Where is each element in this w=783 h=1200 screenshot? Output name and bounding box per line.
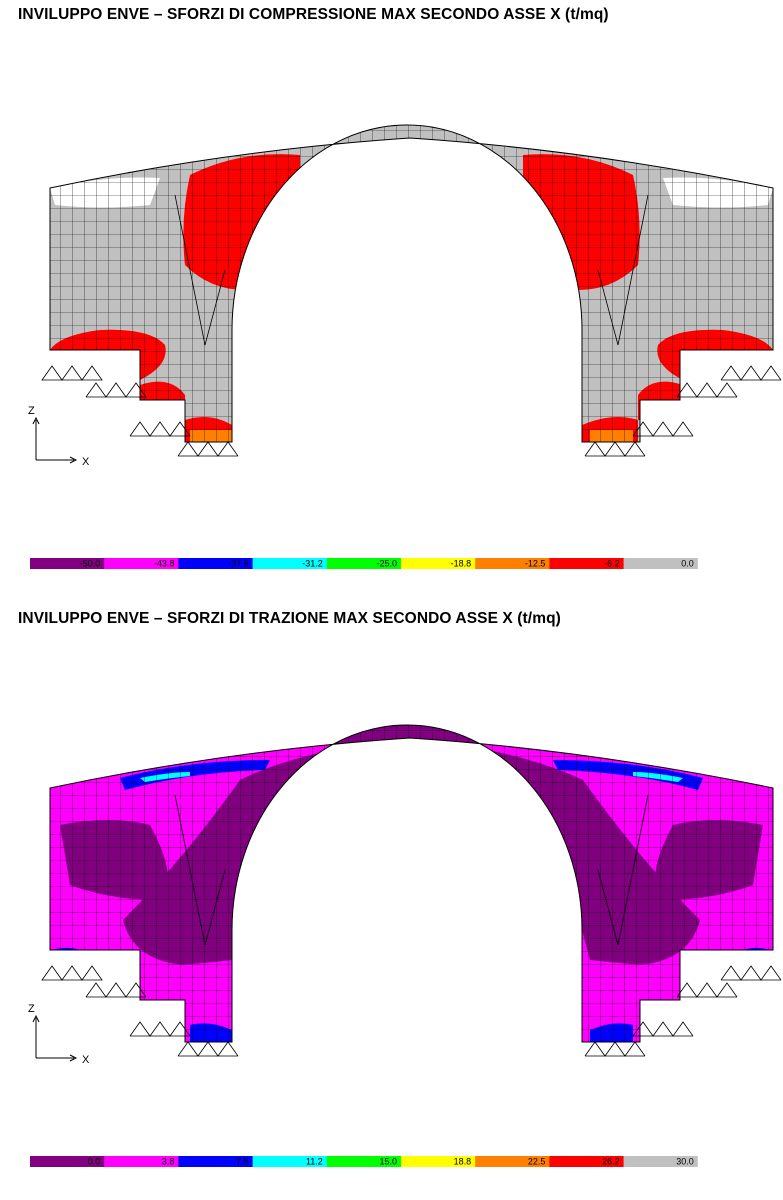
colorbar-tick-label: -12.5 (525, 559, 546, 569)
axis-triad: Z X (28, 1003, 90, 1066)
colorbar-swatch (697, 1156, 773, 1167)
colorbar-swatch (178, 558, 254, 569)
colorbar: 0.0 3.8 7.5 11.2 15.0 18.8 22.5 26.2 30.0 (30, 1156, 773, 1167)
axis-x-label: X (82, 456, 90, 468)
panel-title: INVILUPPO ENVE – SFORZI DI COMPRESSIONE … (18, 6, 609, 23)
colorbar-swatch (30, 1156, 105, 1167)
colorbar: -50.0 -43.8 -37.5 -31.2 -25.0 -18.8 -12.5 -6.2 0… (30, 558, 773, 569)
colorbar-tick-label: 15.0 (379, 1157, 397, 1167)
panel-title: INVILUPPO ENVE – SFORZI DI TRAZIONE MAX … (18, 610, 561, 627)
colorbar-tick-label: 11.2 (306, 1157, 323, 1167)
colorbar-tick-label: 0.0 (681, 559, 694, 569)
colorbar-swatch (104, 1156, 179, 1167)
colorbar-swatch (326, 558, 402, 569)
axis-x-label: X (82, 1054, 90, 1066)
colorbar-tick-label: -37.5 (228, 559, 249, 569)
colorbar-swatch (401, 558, 476, 569)
colorbar-swatch (623, 558, 699, 569)
colorbar-swatch (549, 1156, 625, 1167)
colorbar-swatch (475, 558, 550, 569)
axis-z-label: Z (28, 405, 35, 417)
colorbar-swatch (697, 558, 773, 569)
axis-triad: Z X (28, 405, 90, 468)
support-triangles (41, 365, 782, 457)
colorbar-tick-label: -43.8 (154, 559, 175, 569)
colorbar-tick-label: -6.2 (604, 559, 620, 569)
axis-z-label: Z (28, 1003, 35, 1015)
colorbar-tick-label: 22.5 (528, 1157, 546, 1167)
colorbar-swatch (252, 1156, 328, 1167)
colorbar-tick-label: 0.0 (88, 1157, 101, 1167)
colorbar-swatch (401, 1156, 476, 1167)
colorbar-swatch (178, 1156, 254, 1167)
support-triangles (41, 965, 782, 1057)
colorbar-tick-label: 18.8 (454, 1157, 472, 1167)
colorbar-tick-label: -31.2 (302, 559, 323, 569)
tension-panel: INVILUPPO ENVE – SFORZI DI TRAZIONE MAX … (0, 600, 783, 1200)
colorbar-swatch (104, 558, 179, 569)
colorbar-swatch (475, 1156, 550, 1167)
colorbar-swatch (326, 1156, 402, 1167)
colorbar-swatch (30, 558, 105, 569)
colorbar-swatch (623, 1156, 699, 1167)
colorbar-swatch (252, 558, 328, 569)
bridge-contour-plot: Z X 0.0 3.8 7.5 11.2 15.0 18.8 22.5 26.2 30.0 (28, 724, 782, 1167)
colorbar-tick-label: 26.2 (602, 1157, 620, 1167)
colorbar-tick-label: 3.8 (162, 1157, 175, 1167)
colorbar-tick-label: -18.8 (451, 559, 472, 569)
colorbar-tick-label: -25.0 (376, 559, 397, 569)
bridge-contour-plot: Z X -50.0 -43.8 -37.5 -31.2 -25.0 -18.8 -12.5-… (28, 124, 782, 569)
colorbar-tick-label: 7.5 (236, 1157, 249, 1167)
colorbar-tick-label: 30.0 (676, 1157, 694, 1167)
colorbar-tick-label: -50.0 (80, 559, 101, 569)
compression-panel: INVILUPPO ENVE – SFORZI DI COMPRESSIONE … (0, 0, 783, 590)
colorbar-swatch (549, 558, 625, 569)
